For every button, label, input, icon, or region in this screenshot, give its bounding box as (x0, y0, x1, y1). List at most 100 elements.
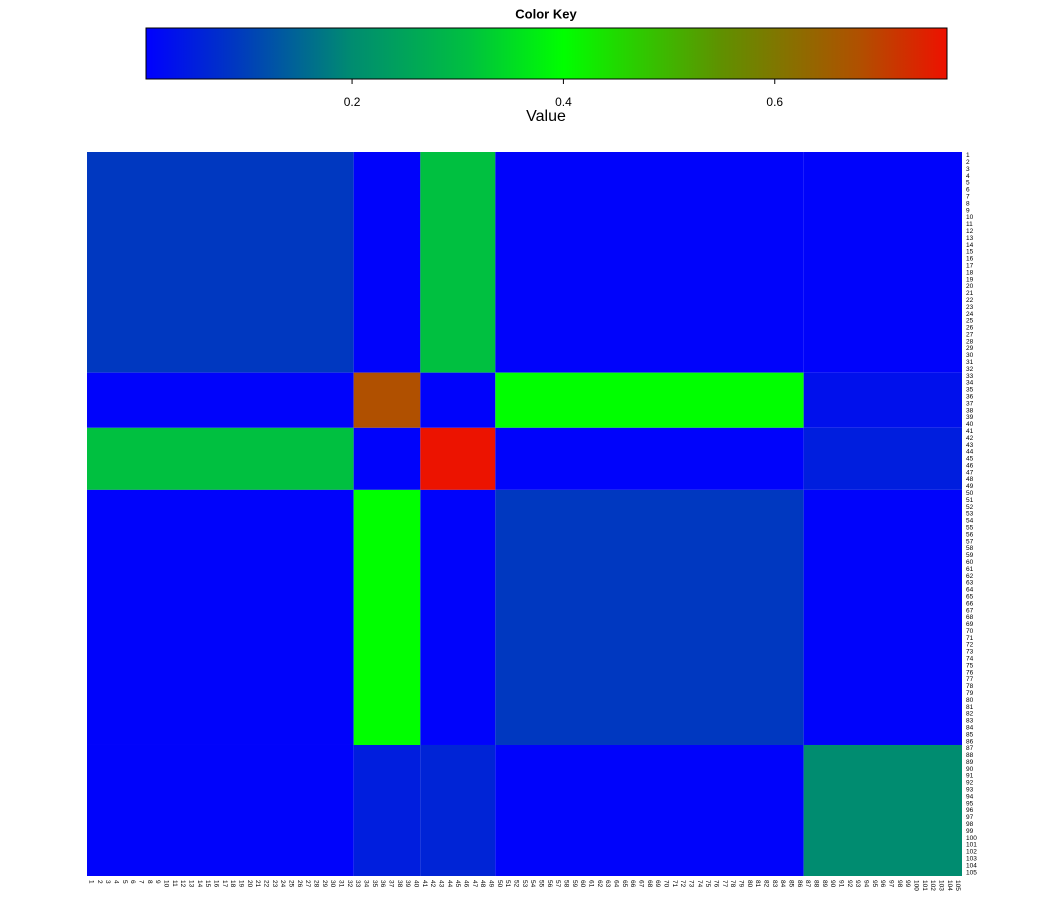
row-label: 68 (966, 614, 974, 621)
col-label: 16 (212, 880, 219, 888)
row-label: 44 (966, 449, 974, 456)
row-label: 87 (966, 745, 974, 752)
row-label: 74 (966, 656, 974, 663)
row-label: 63 (966, 580, 974, 587)
row-label: 4 (966, 173, 970, 180)
col-label: 76 (712, 880, 719, 888)
col-label: 97 (887, 880, 894, 888)
row-label: 17 (966, 262, 974, 269)
row-label: 102 (966, 849, 977, 856)
col-label: 93 (854, 880, 861, 888)
heat-cell (353, 427, 421, 490)
row-label: 26 (966, 325, 974, 332)
heat-cell (495, 744, 804, 876)
heat-cell (420, 372, 496, 428)
row-label: 1 (966, 152, 970, 159)
col-label: 48 (479, 880, 486, 888)
col-label: 53 (521, 880, 528, 888)
col-label: 62 (596, 880, 603, 888)
col-label: 46 (462, 880, 469, 888)
col-label: 99 (904, 880, 911, 888)
row-label: 5 (966, 180, 970, 187)
row-label: 98 (966, 821, 974, 828)
row-label: 105 (966, 869, 977, 876)
row-label: 32 (966, 366, 974, 373)
col-label: 7 (137, 880, 144, 884)
row-label: 11 (966, 221, 973, 228)
row-label: 77 (966, 676, 974, 683)
row-label: 53 (966, 511, 974, 518)
row-label: 65 (966, 593, 974, 600)
row-label: 101 (966, 842, 977, 849)
row-label: 55 (966, 525, 974, 532)
col-label: 28 (312, 880, 319, 888)
row-label: 54 (966, 518, 974, 525)
row-label: 21 (966, 290, 974, 297)
row-label: 86 (966, 738, 974, 745)
row-label: 89 (966, 759, 974, 766)
col-label: 27 (304, 880, 311, 888)
col-label: 3 (104, 880, 111, 884)
col-label: 20 (246, 880, 253, 888)
col-label: 18 (229, 880, 236, 888)
x-tick-label: 0.6 (766, 95, 783, 109)
col-label: 82 (762, 880, 769, 888)
col-label: 38 (396, 880, 403, 888)
col-label: 15 (204, 880, 211, 888)
row-label: 81 (966, 704, 974, 711)
color-key-title: Color Key (515, 6, 577, 21)
col-label: 10 (162, 880, 169, 888)
col-label: 96 (879, 880, 886, 888)
col-label: 104 (946, 880, 953, 891)
col-label: 85 (787, 880, 794, 888)
col-label: 105 (954, 880, 961, 891)
col-label: 57 (554, 880, 561, 888)
row-label: 6 (966, 187, 970, 194)
row-label: 41 (966, 428, 974, 435)
row-label: 37 (966, 400, 974, 407)
row-label: 75 (966, 662, 974, 669)
col-label: 21 (254, 880, 261, 888)
col-label: 49 (487, 880, 494, 888)
col-label: 17 (221, 880, 228, 888)
col-label: 95 (871, 880, 878, 888)
col-label: 89 (821, 880, 828, 888)
row-label: 94 (966, 793, 974, 800)
row-label: 67 (966, 607, 974, 614)
col-label: 66 (629, 880, 636, 888)
row-label: 64 (966, 587, 974, 594)
col-label: 24 (279, 880, 286, 888)
col-label: 30 (329, 880, 336, 888)
heat-cell (420, 489, 496, 745)
heat-cell (87, 152, 354, 373)
row-label: 71 (966, 635, 974, 642)
row-label: 2 (966, 159, 970, 166)
row-label: 58 (966, 545, 974, 552)
col-label: 79 (737, 880, 744, 888)
col-label: 2 (96, 880, 103, 884)
row-label: 52 (966, 504, 974, 511)
row-label: 9 (966, 207, 970, 214)
heat-cell (803, 152, 962, 373)
col-label: 4 (112, 880, 119, 884)
row-label: 90 (966, 766, 974, 773)
row-label: 104 (966, 862, 977, 869)
x-tick-label: 0.4 (555, 95, 572, 109)
row-label: 76 (966, 669, 974, 676)
col-label: 78 (729, 880, 736, 888)
heat-cell (803, 427, 962, 490)
row-label: 35 (966, 387, 974, 394)
row-label: 51 (966, 497, 974, 504)
row-label: 84 (966, 724, 974, 731)
col-label: 92 (846, 880, 853, 888)
row-label: 16 (966, 256, 974, 263)
col-label: 88 (812, 880, 819, 888)
row-label: 42 (966, 435, 974, 442)
col-label: 23 (271, 880, 278, 888)
heat-cell (803, 372, 962, 428)
color-key-label: Value (526, 108, 566, 125)
col-label: 77 (721, 880, 728, 888)
row-label: 88 (966, 752, 974, 759)
col-label: 74 (696, 880, 703, 888)
